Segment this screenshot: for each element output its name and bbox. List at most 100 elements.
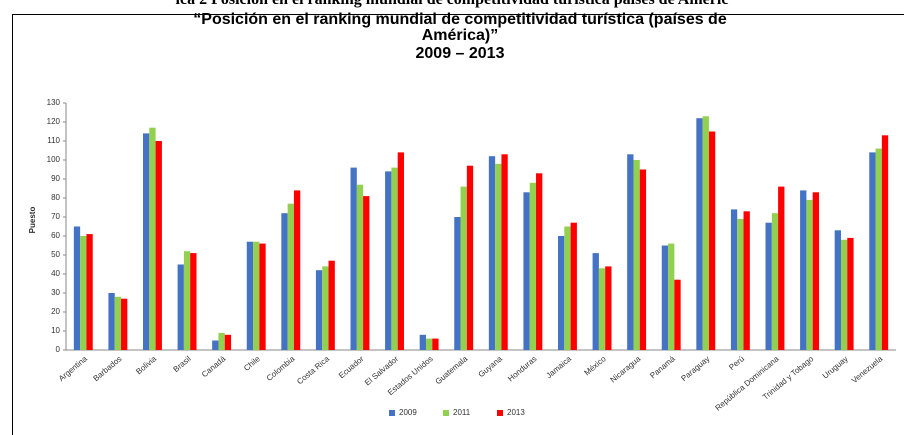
bar	[177, 264, 184, 350]
x-tick-label: Canadá	[200, 354, 228, 379]
x-tick-label: Chile	[242, 354, 262, 373]
y-tick-label: 50	[51, 250, 60, 259]
bar	[466, 165, 474, 350]
bar	[598, 268, 606, 350]
bar	[363, 196, 370, 350]
bar	[108, 293, 115, 350]
x-tick-label: Brasil	[172, 354, 193, 374]
bar	[114, 296, 122, 350]
legend-swatch	[497, 410, 503, 416]
bar	[730, 209, 738, 350]
bar	[564, 226, 571, 350]
bar	[224, 334, 232, 350]
bar	[743, 211, 750, 350]
x-tick-label: Colombia	[265, 354, 297, 383]
bar	[869, 152, 876, 350]
x-tick-label: Barbados	[91, 354, 123, 383]
bar	[668, 243, 675, 350]
x-tick-label: Venezuela	[850, 354, 885, 385]
bar	[674, 279, 681, 350]
x-tick-label: Jamaica	[544, 354, 573, 380]
bar	[80, 236, 87, 350]
bar	[812, 192, 819, 350]
bar	[570, 222, 577, 350]
y-tick-label: 40	[51, 269, 60, 278]
x-tick-label: Perú	[727, 354, 746, 372]
bar	[356, 184, 364, 350]
bar	[495, 163, 502, 350]
y-tick-label: 30	[51, 288, 60, 297]
bar	[875, 148, 882, 350]
bar	[847, 237, 854, 350]
y-tick-label: 70	[51, 212, 60, 221]
bar	[708, 131, 716, 350]
bar	[881, 135, 889, 350]
x-tick-label: Ecuador	[337, 354, 366, 380]
x-tick-label: Paraguay	[679, 354, 711, 383]
y-tick-label: 20	[51, 307, 60, 316]
bar	[212, 340, 219, 350]
bar	[840, 239, 848, 350]
x-tick-label: Guatemala	[434, 354, 470, 386]
bar	[385, 171, 392, 350]
bar	[696, 118, 703, 350]
bar	[425, 338, 433, 350]
bar	[281, 213, 288, 350]
bar	[287, 203, 294, 350]
bar	[183, 251, 191, 350]
bar	[627, 154, 634, 350]
x-tick-label: Uruguay	[821, 354, 850, 380]
bar	[253, 241, 260, 350]
chart-title: “Posición en el ranking mundial de compe…	[193, 11, 727, 44]
x-tick-label: Bolivia	[134, 354, 158, 376]
y-tick-label: 80	[51, 193, 60, 202]
y-tick-label: 130	[47, 98, 61, 107]
y-tick-label: 60	[51, 231, 60, 240]
bar	[639, 169, 647, 350]
bar	[800, 190, 807, 350]
legend-label: 2011	[453, 408, 471, 417]
bar	[350, 167, 357, 350]
y-tick-label: 120	[47, 117, 61, 126]
bar	[501, 154, 508, 350]
bar	[328, 260, 335, 350]
bar	[488, 156, 496, 350]
y-tick-label: 0	[56, 345, 61, 354]
y-tick-label: 90	[51, 174, 60, 183]
bar	[259, 243, 266, 350]
y-tick-label: 100	[47, 155, 61, 164]
x-tick-label: Honduras	[506, 354, 538, 383]
x-tick-label: Costa Rica	[295, 354, 331, 386]
bar	[293, 190, 301, 350]
bar	[454, 217, 461, 350]
bar	[529, 182, 537, 350]
bar	[661, 245, 669, 350]
y-axis-label: Puesto	[28, 207, 37, 234]
legend-swatch	[389, 410, 395, 416]
bar	[246, 241, 254, 350]
bar	[73, 226, 81, 350]
legend-swatch	[443, 410, 449, 416]
bar	[523, 192, 530, 350]
bar	[702, 116, 709, 350]
legend-label: 2013	[507, 408, 525, 417]
x-tick-label: República Dominicana	[713, 354, 781, 413]
bar	[322, 266, 329, 350]
chart-subtitle: 2009 – 2013	[415, 45, 505, 62]
frame	[12, 14, 904, 435]
x-tick-label: México	[582, 354, 608, 378]
x-tick-label: Guyana	[477, 354, 505, 379]
bar	[391, 167, 398, 350]
x-tick-label: Argentina	[57, 354, 89, 383]
bar	[558, 236, 565, 350]
legend-label: 2009	[399, 408, 417, 417]
bar	[397, 152, 404, 350]
y-tick-label: 110	[47, 136, 60, 145]
bar	[536, 173, 543, 350]
bar	[460, 186, 467, 350]
bar	[778, 186, 785, 350]
bar	[737, 218, 744, 350]
y-tick-label: 10	[51, 326, 60, 335]
